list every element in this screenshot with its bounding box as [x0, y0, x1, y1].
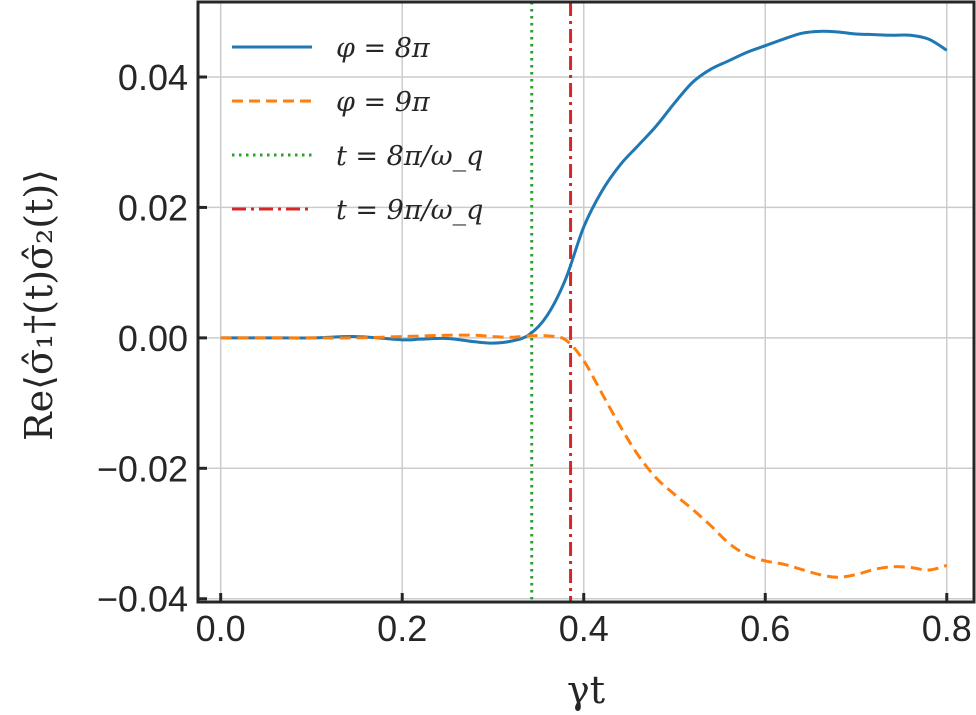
plot-background — [198, 2, 974, 602]
x-tick-label: 0.8 — [922, 608, 972, 649]
data-series — [220, 29, 948, 579]
x-tick-label: 0.6 — [740, 608, 790, 649]
x-tick-label: 0.4 — [559, 608, 609, 649]
y-tick-label: −0.04 — [97, 579, 188, 620]
legend-label: t = 8π/ω_q — [336, 141, 483, 172]
y-tick-label: −0.02 — [97, 448, 188, 489]
y-tick-label: 0.00 — [118, 318, 188, 359]
legend-label: t = 9π/ω_q — [336, 195, 483, 226]
y-axis-label: Re⟨σ̂₁†(t)σ̂₂(t)⟩ — [17, 169, 61, 441]
series-line — [220, 29, 948, 345]
y-tick-label: 0.04 — [118, 57, 188, 98]
x-tick-label: 0.2 — [377, 608, 427, 649]
vertical-reference-lines — [530, 2, 573, 602]
legend-label: φ = 9π — [336, 87, 431, 118]
series-line — [220, 333, 948, 579]
x-tick-label: 0.0 — [196, 608, 246, 649]
legend: φ = 8π φ = 9π t = 8π/ω_qt = 9π/ω_q — [232, 33, 483, 226]
legend-label: φ = 8π — [336, 33, 431, 64]
grid-lines — [198, 2, 974, 602]
y-tick-label: 0.02 — [118, 187, 188, 228]
x-axis-label: γt — [567, 668, 605, 712]
plot-frame — [196, 0, 976, 604]
